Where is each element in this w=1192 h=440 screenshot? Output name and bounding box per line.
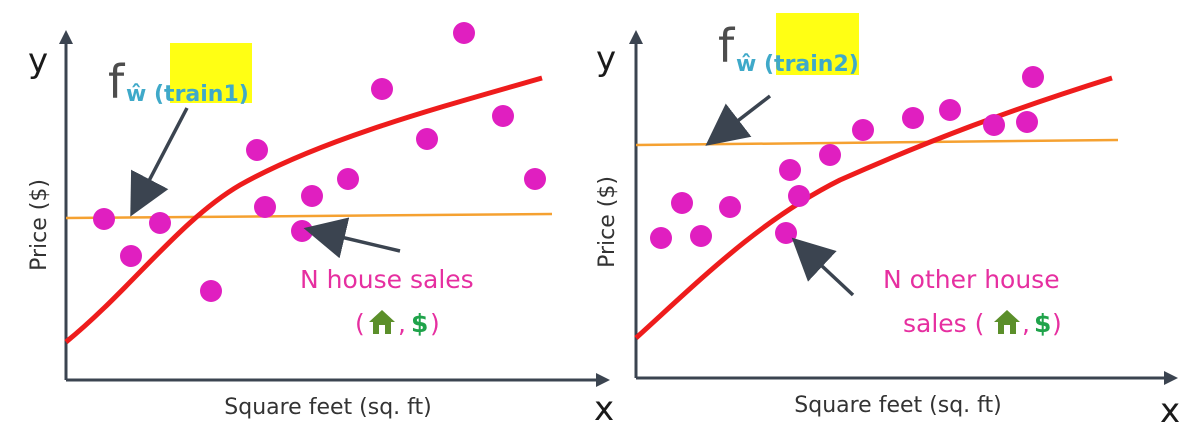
right-x-letter: x (1160, 391, 1180, 431)
data-point (416, 128, 438, 150)
right-annotation-comma: , (1022, 309, 1030, 338)
data-point (337, 168, 359, 190)
data-point (852, 119, 874, 141)
data-point (492, 105, 514, 127)
right-y-axis-arrowhead (629, 30, 643, 44)
left-x-letter: x (594, 389, 614, 429)
data-point (788, 185, 810, 207)
data-point (779, 159, 801, 181)
house-icon (994, 310, 1020, 334)
left-panel: y x Price ($) Square feet (sq. ft) f (27, 22, 614, 429)
right-panel: y x Price ($) Square feet (sq. ft) f ŵ (… (595, 13, 1180, 431)
left-annotation-line1: N house sales (300, 265, 474, 294)
right-constant-fit-line (635, 138, 1119, 147)
data-point (719, 196, 741, 218)
data-point (453, 22, 475, 44)
left-constant-fit-line (65, 212, 553, 220)
data-point (650, 227, 672, 249)
left-annotation-open-paren: ( (355, 309, 365, 338)
right-annotation-line2: sales ( (903, 309, 984, 338)
right-y-title: Price ($) (595, 176, 620, 268)
right-x-title: Square feet (sq. ft) (794, 393, 1001, 418)
data-point (690, 225, 712, 247)
left-x-axis-arrowhead (596, 373, 610, 387)
right-data-points (650, 66, 1044, 249)
left-function-subscript: (train1) (154, 82, 249, 107)
left-x-title: Square feet (sq. ft) (224, 395, 431, 420)
data-point (1022, 66, 1044, 88)
right-function-f: f (718, 19, 736, 73)
left-y-axis-arrowhead (59, 30, 73, 44)
data-point (149, 212, 171, 234)
data-point (902, 107, 924, 129)
left-annotation-arrow (303, 217, 401, 259)
data-point (291, 220, 313, 242)
left-data-points (93, 22, 546, 302)
data-point (200, 280, 222, 302)
right-x-axis-arrowhead (1164, 371, 1178, 385)
data-point (983, 114, 1005, 136)
data-point (1016, 111, 1038, 133)
right-model-curve (634, 75, 1113, 340)
right-y-letter: y (596, 39, 616, 79)
left-y-letter: y (28, 41, 48, 81)
data-point (524, 168, 546, 190)
data-point (93, 208, 115, 230)
right-function-hatw: ŵ (736, 52, 756, 77)
data-point (246, 139, 268, 161)
left-function-f: f (108, 55, 126, 109)
data-point (939, 99, 961, 121)
data-point (775, 222, 797, 244)
right-annotation-dollar: $ (1034, 309, 1051, 338)
data-point (120, 245, 142, 267)
left-annotation-dollar: $ (411, 309, 428, 338)
left-y-title: Price ($) (27, 179, 52, 271)
left-annotation-close-paren: ) (430, 309, 440, 338)
left-model-curve (64, 75, 543, 344)
right-function-subscript: (train2) (764, 52, 859, 77)
data-point (819, 144, 841, 166)
left-subscript-highlight (170, 43, 252, 103)
right-label-arrow (705, 94, 772, 146)
right-subscript-highlight (776, 13, 859, 75)
house-icon (369, 310, 395, 334)
left-function-hatw: ŵ (126, 82, 146, 107)
data-point (301, 185, 323, 207)
left-annotation-comma: , (398, 309, 406, 338)
right-annotation-arrow (791, 237, 855, 297)
right-annotation-close-paren: ) (1052, 309, 1062, 338)
data-point (371, 78, 393, 100)
data-point (671, 192, 693, 214)
data-point (254, 196, 276, 218)
right-annotation-line1: N other house (883, 265, 1060, 294)
left-label-arrow (130, 107, 189, 217)
